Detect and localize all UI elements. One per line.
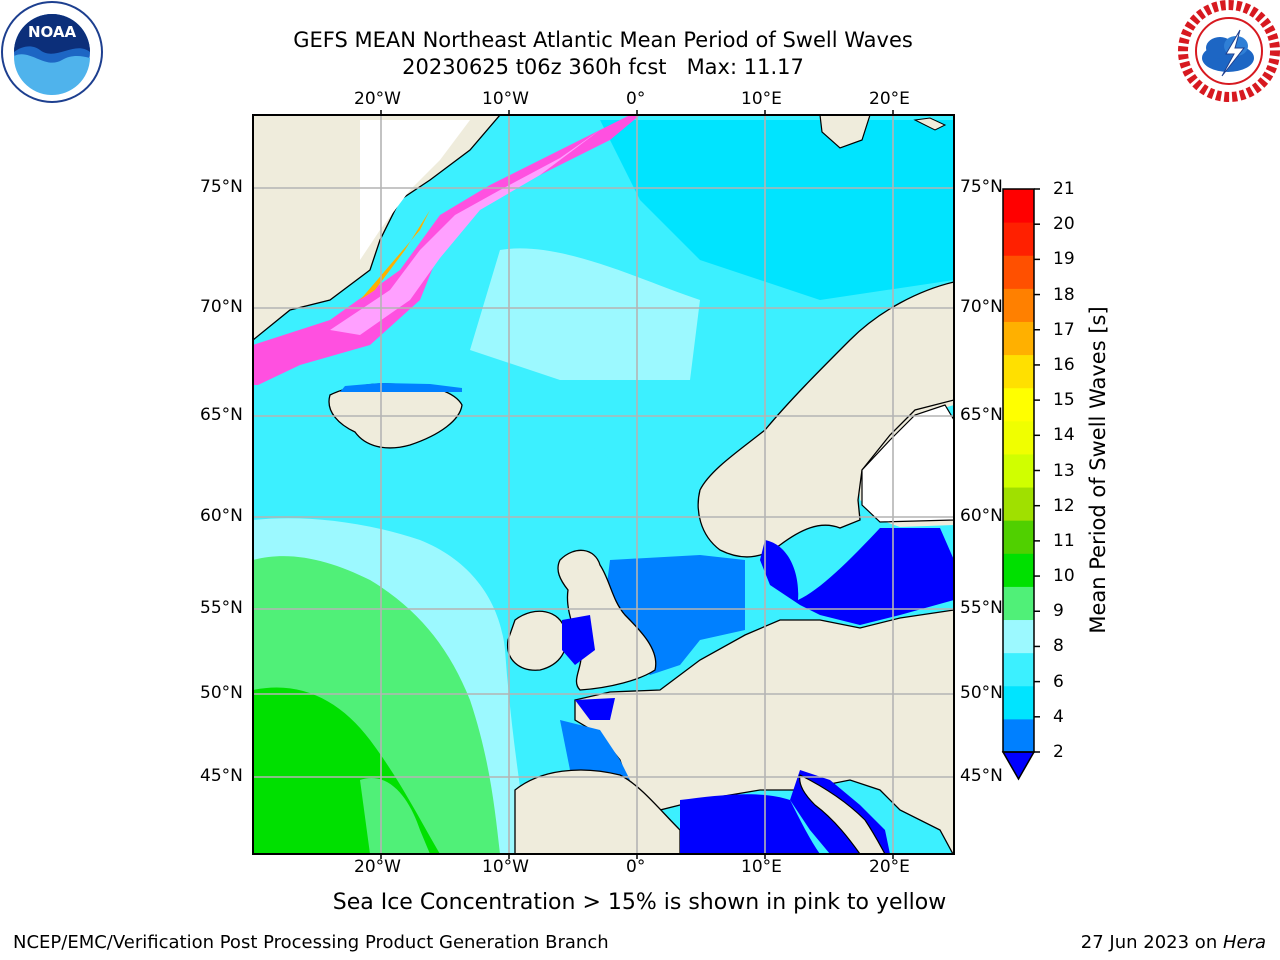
lon-tick-bottom-0: 20°W bbox=[354, 857, 401, 877]
lon-tick-top-4: 20°E bbox=[869, 89, 910, 109]
colorbar-tick-label: 4 bbox=[1053, 706, 1064, 727]
colorbar-bin bbox=[1003, 354, 1034, 389]
colorbar-bin bbox=[1003, 453, 1034, 488]
scandinavia-land bbox=[697, 281, 954, 558]
map-frame bbox=[252, 114, 955, 855]
colorbar-bin bbox=[1003, 487, 1034, 521]
lon-tick-top-0: 20°W bbox=[354, 89, 401, 109]
nws-logo-icon bbox=[1178, 0, 1280, 102]
footer-date: 27 Jun 2023 on Hera bbox=[1081, 932, 1266, 953]
sea-ice-note: Sea Ice Concentration > 15% is shown in … bbox=[332, 890, 947, 915]
lon-tick-bottom-3: 10°E bbox=[741, 857, 782, 877]
colorbar-tick-label: 14 bbox=[1053, 425, 1075, 446]
lat-tick-right-0: 75°N bbox=[960, 177, 1003, 197]
colorbar-label: Mean Period of Swell Waves [s] bbox=[1086, 306, 1110, 634]
lat-tick-left-4: 55°N bbox=[200, 598, 243, 618]
colorbar-bin bbox=[1003, 222, 1034, 256]
colorbar-tick-label: 20 bbox=[1053, 214, 1075, 235]
ireland-land bbox=[507, 610, 567, 671]
lon-tick-bottom-4: 20°E bbox=[869, 857, 910, 877]
colorbar-tick-label: 21 bbox=[1053, 179, 1075, 199]
lat-tick-left-3: 60°N bbox=[200, 506, 243, 526]
colorbar-extend-min bbox=[1001, 751, 1036, 781]
colorbar-tick-label: 8 bbox=[1053, 636, 1064, 657]
colorbar-bin bbox=[1003, 553, 1034, 587]
colorbar-bin bbox=[1003, 288, 1034, 322]
colorbar-tick-label: 17 bbox=[1053, 319, 1075, 340]
lon-tick-bottom-1: 10°W bbox=[482, 857, 529, 877]
colorbar-tick-label: 18 bbox=[1053, 284, 1075, 305]
colorbar-tick-label: 19 bbox=[1053, 249, 1075, 270]
colorbar-bin bbox=[1003, 387, 1034, 422]
colorbar-tick-label: 11 bbox=[1053, 530, 1075, 551]
lat-tick-right-4: 55°N bbox=[960, 598, 1003, 618]
lat-tick-right-5: 50°N bbox=[960, 683, 1003, 703]
colorbar-tick-label: 12 bbox=[1053, 495, 1075, 516]
chart-subtitle: 20230625 t06z 360h fcst Max: 11.17 bbox=[402, 55, 804, 79]
colorbar-bin bbox=[1003, 685, 1034, 720]
colorbar-bin bbox=[1003, 189, 1034, 223]
noaa-logo-text: NOAA bbox=[28, 23, 77, 41]
lat-tick-right-2: 65°N bbox=[960, 405, 1003, 425]
colorbar-tick-label: 9 bbox=[1053, 601, 1064, 622]
noaa-logo-icon: NOAA bbox=[1, 1, 103, 103]
lat-tick-right-1: 70°N bbox=[960, 297, 1003, 317]
lon-tick-top-1: 10°W bbox=[482, 89, 529, 109]
colorbar-tick-label: 2 bbox=[1053, 742, 1064, 762]
colorbar-bin bbox=[1003, 255, 1034, 289]
colorbar-bin bbox=[1003, 321, 1034, 356]
footer-system: Hera bbox=[1222, 932, 1266, 953]
colorbar-bin bbox=[1003, 520, 1034, 554]
colorbar-bin bbox=[1003, 619, 1034, 654]
iberia-land bbox=[514, 769, 681, 854]
footer-credit: NCEP/EMC/Verification Post Processing Pr… bbox=[13, 932, 609, 953]
colorbar bbox=[1001, 188, 1040, 781]
colorbar-tick-label: 16 bbox=[1053, 354, 1075, 375]
colorbar-tick-label: 15 bbox=[1053, 390, 1075, 411]
gulf-of-bothnia-ice bbox=[861, 404, 954, 523]
baltic-sea bbox=[760, 528, 954, 625]
footer-date-text: 27 Jun 2023 on bbox=[1080, 932, 1223, 953]
swell-9s-region bbox=[470, 248, 700, 380]
lat-tick-left-1: 70°N bbox=[200, 297, 243, 317]
map-gridlines bbox=[253, 115, 954, 854]
lat-tick-left-2: 65°N bbox=[200, 405, 243, 425]
colorbar-bin bbox=[1003, 718, 1034, 753]
colorbar-tick-label: 13 bbox=[1053, 460, 1075, 481]
lat-tick-left-5: 50°N bbox=[200, 683, 243, 703]
lat-tick-left-6: 45°N bbox=[200, 766, 243, 786]
lat-tick-right-3: 60°N bbox=[960, 506, 1003, 526]
mediterranean-sea bbox=[680, 794, 820, 854]
lon-tick-bottom-2: 0° bbox=[626, 857, 646, 877]
colorbar-bin bbox=[1003, 420, 1034, 455]
colorbar-tick-label: 10 bbox=[1053, 566, 1075, 587]
chart-title: GEFS MEAN Northeast Atlantic Mean Period… bbox=[293, 28, 913, 52]
lat-tick-right-6: 45°N bbox=[960, 766, 1003, 786]
colorbar-tick-label: 6 bbox=[1053, 671, 1064, 692]
italy-land bbox=[799, 774, 886, 854]
colorbar-bin bbox=[1003, 652, 1034, 687]
colorbar-bin bbox=[1003, 586, 1034, 621]
lon-tick-top-2: 0° bbox=[626, 89, 646, 109]
lon-tick-top-3: 10°E bbox=[741, 89, 782, 109]
lat-tick-left-0: 75°N bbox=[200, 177, 243, 197]
